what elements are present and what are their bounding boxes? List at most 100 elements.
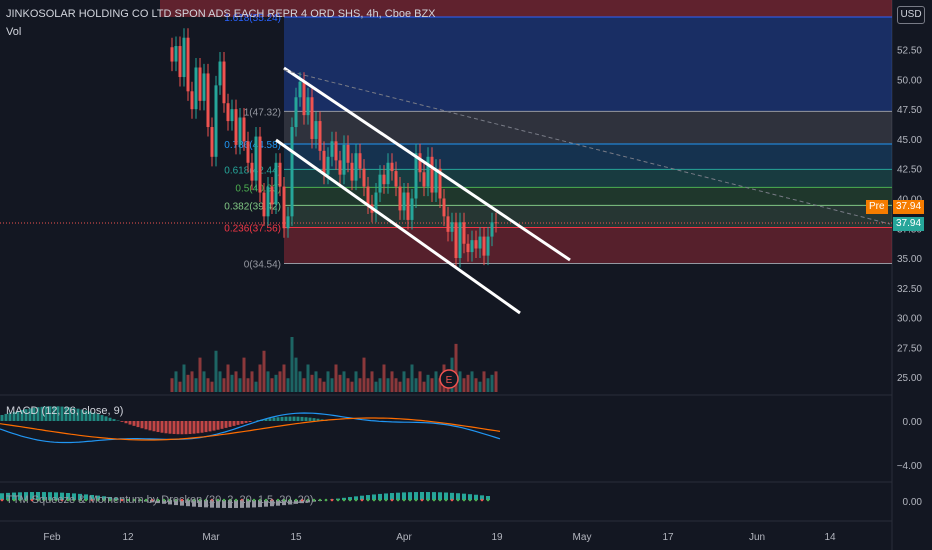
ttm-dot xyxy=(198,498,202,502)
ttm-bar xyxy=(222,500,226,508)
volume-bar xyxy=(326,371,330,392)
ttm-dot xyxy=(414,498,418,502)
volume-bar xyxy=(238,378,242,392)
ttm-bar xyxy=(474,494,478,500)
macd-histogram-bar xyxy=(192,421,196,434)
macd-histogram-bar xyxy=(112,419,116,421)
candle-body xyxy=(326,156,330,175)
volume-bar xyxy=(194,378,198,392)
ttm-bar xyxy=(90,494,94,500)
volume-bar xyxy=(438,378,442,392)
volume-bar xyxy=(330,378,334,392)
candle-body xyxy=(290,127,294,217)
fib-zone xyxy=(284,111,892,144)
candle-body xyxy=(414,153,418,199)
candle-body xyxy=(246,141,250,163)
ttm-bar xyxy=(108,496,112,500)
signal-line xyxy=(0,417,501,441)
ttm-dot xyxy=(126,498,130,502)
ttm-dot xyxy=(462,498,466,502)
candle-body xyxy=(442,198,446,217)
volume-bar xyxy=(358,378,362,392)
volume-bar xyxy=(482,371,486,392)
macd-histogram-bar xyxy=(200,421,204,433)
ttm-dot xyxy=(432,498,436,502)
macd-histogram-bar xyxy=(32,407,36,421)
volume-bar xyxy=(306,364,310,392)
ttm-dot xyxy=(396,498,400,502)
macd-histogram-bar xyxy=(276,417,280,421)
volume-bar xyxy=(190,371,194,392)
ttm-bar xyxy=(258,500,262,508)
ttm-dot xyxy=(300,498,304,502)
macd-histogram-bar xyxy=(244,421,248,423)
candle-body xyxy=(462,222,466,244)
candle-body xyxy=(354,153,358,181)
ttm-bar xyxy=(6,492,10,500)
macd-tick: 0.00 xyxy=(903,417,923,428)
macd-histogram-bar xyxy=(300,416,304,421)
ttm-dot xyxy=(276,498,280,502)
candle-body xyxy=(398,186,402,211)
candle-body xyxy=(198,67,202,101)
ttm-bar xyxy=(270,500,274,507)
macd-histogram-bar xyxy=(176,421,180,435)
volume-bar xyxy=(430,378,434,392)
candle-body xyxy=(394,171,398,187)
ttm-dot xyxy=(30,498,34,502)
trend-line-dashed xyxy=(283,69,891,225)
macd-histogram-bar xyxy=(264,418,268,421)
ttm-dot xyxy=(258,498,262,502)
macd-line xyxy=(0,412,501,444)
volume-bar xyxy=(310,374,314,392)
candle-body xyxy=(266,186,270,217)
macd-histogram-bar xyxy=(88,411,92,421)
ttm-bar xyxy=(246,500,250,508)
fib-label: 0.382(39.42) xyxy=(224,201,281,212)
candle-body xyxy=(262,192,266,217)
macd-histogram-bar xyxy=(72,407,76,421)
fib-label: 0(34.54) xyxy=(244,260,281,271)
candle-body xyxy=(382,174,386,185)
ttm-bar xyxy=(414,492,418,500)
ttm-dot xyxy=(420,498,424,502)
volume-bar xyxy=(422,381,426,392)
macd-histogram-bar xyxy=(304,417,308,421)
currency-button[interactable]: USD xyxy=(897,6,925,24)
candle-body xyxy=(406,192,410,220)
ttm-bar xyxy=(66,492,70,500)
candle-body xyxy=(422,172,426,187)
ttm-dot xyxy=(360,498,364,502)
volume-bar xyxy=(186,374,190,392)
macd-tick: −4.00 xyxy=(897,461,923,472)
candle-body xyxy=(310,97,314,139)
ttm-bar xyxy=(384,493,388,500)
ttm-bar xyxy=(276,500,280,506)
candle-body xyxy=(466,243,470,253)
ttm-dot xyxy=(90,498,94,502)
ttm-dot xyxy=(12,498,16,502)
candle-body xyxy=(282,186,286,229)
candle-body xyxy=(378,174,382,193)
candle-body xyxy=(210,127,214,157)
volume-bar xyxy=(386,378,390,392)
macd-histogram-bar xyxy=(132,421,136,426)
ttm-dot xyxy=(456,498,460,502)
ttm-bar xyxy=(84,494,88,500)
ttm-dot xyxy=(54,498,58,502)
candle-body xyxy=(298,81,302,98)
volume-bar xyxy=(246,378,250,392)
ttm-bar xyxy=(366,495,370,500)
price-tick: 50.00 xyxy=(897,75,922,86)
ttm-bar xyxy=(390,493,394,500)
volume-bar xyxy=(314,371,318,392)
volume-bar xyxy=(338,374,342,392)
candle-body xyxy=(230,109,234,122)
volume-bar xyxy=(266,371,270,392)
volume-bar xyxy=(222,378,226,392)
time-tick: Jun xyxy=(749,532,765,543)
ttm-dot xyxy=(114,498,118,502)
ttm-dot xyxy=(150,498,154,502)
ttm-bar xyxy=(162,500,166,504)
